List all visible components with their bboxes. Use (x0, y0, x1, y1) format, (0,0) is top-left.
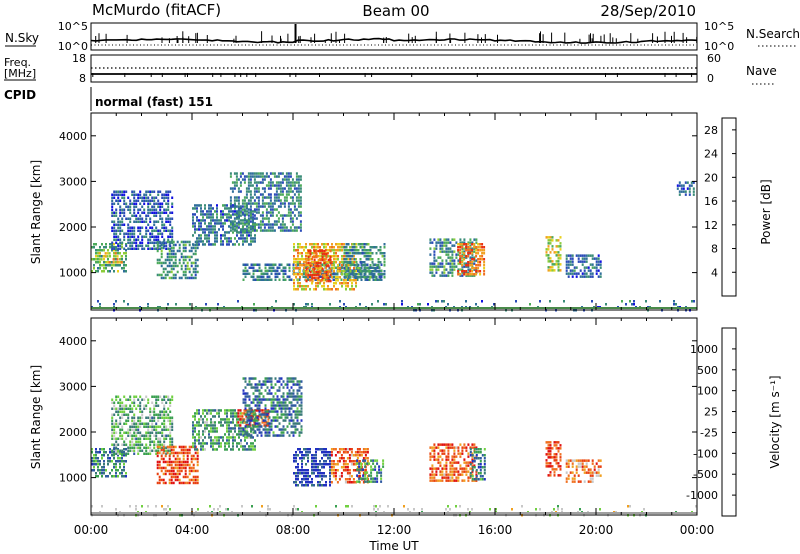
xtick-label: 20:00 (579, 523, 614, 537)
echo-region-12 (545, 236, 562, 272)
ytick-label: 1000 (59, 472, 87, 485)
echo-region-1 (111, 395, 174, 455)
colorbar-frame (721, 327, 737, 517)
echo-region-9 (429, 443, 478, 482)
colorbar-tick-label: 100 (697, 385, 718, 398)
echo-region-1 (98, 252, 123, 264)
colorbar-tick-label: 12 (704, 219, 718, 232)
colorbar-tick-label: 8 (711, 243, 718, 256)
freq-strip-frame (90, 54, 698, 83)
echo-region-3 (156, 240, 199, 280)
colorbar-tick-label: -100 (693, 447, 718, 460)
beam-title: Beam 00 (362, 2, 429, 20)
power-colorbar: 4 8 12 16 20 24 28 (704, 117, 737, 297)
nsky-tick-top: 10^5 (58, 20, 88, 33)
nsky-label: N.Sky (5, 31, 39, 45)
freq-label-line1: Freq. (4, 56, 31, 69)
colorbar-tick-label: -25 (700, 426, 718, 439)
nave-tick-bottom: 0 (707, 72, 714, 85)
nsky-tick-bottom: 10^0 (58, 40, 88, 53)
time-tick-labels: 00:00 04:00 08:00 12:00 16:00 20:00 00:00 (74, 523, 715, 537)
ytick-label: 3000 (59, 380, 87, 393)
velocity-ylabel: Slant Range [km] (29, 365, 43, 469)
colorbar-tick-label: 4 (711, 266, 718, 279)
cpid-label: CPID (4, 88, 36, 102)
echo-region-10 (469, 448, 486, 481)
colorbar-tick-label: 1000 (690, 343, 718, 356)
echo-region-6 (293, 448, 331, 487)
colorbar-tick-label: 500 (697, 364, 718, 377)
freq-tick-top: 18 (72, 52, 86, 65)
nsearch-tick-top: 10^5 (704, 20, 734, 33)
echo-region-14 (676, 181, 695, 196)
colorbar-tick-label: 28 (704, 124, 718, 137)
nsearch-label: N.Search (746, 27, 800, 41)
ytick-label: 1000 (59, 267, 87, 280)
velocity-echo-field (91, 377, 697, 517)
ytick-label: 2000 (59, 426, 87, 439)
echo-region-5 (229, 172, 302, 232)
cpid-value: normal (fast) 151 (95, 95, 213, 109)
echo-region-2 (111, 190, 174, 250)
power-axes: 1000 2000 3000 4000 (59, 113, 698, 310)
echo-region-0 (91, 448, 127, 478)
colorbar-tick-label: 16 (704, 195, 718, 208)
freq-tick-bottom: 8 (79, 72, 86, 85)
power-echo-field (91, 172, 697, 312)
nsky-line (90, 37, 698, 44)
velocity-colorbar-label: Velocity [m s⁻¹] (768, 375, 782, 468)
echo-region-11 (545, 441, 562, 477)
ytick-label: 4000 (59, 335, 87, 348)
xtick-label: 00:00 (74, 523, 109, 537)
nave-tick-top: 60 (707, 52, 721, 65)
colorbar-tick-label: 24 (704, 148, 718, 161)
station-title: McMurdo (fitACF) (92, 1, 221, 19)
colorbar-tick-label: -1000 (686, 489, 718, 502)
ytick-label: 4000 (59, 130, 87, 143)
colorbar-tick-label: -500 (693, 468, 718, 481)
colorbar-tick-label: 20 (704, 171, 718, 184)
velocity-panel-frame (90, 317, 698, 516)
power-colorbar-label: Power [dB] (759, 179, 773, 244)
echo-region-12 (565, 459, 602, 483)
power-ylabel: Slant Range [km] (29, 160, 43, 264)
echo-region-8 (356, 459, 385, 483)
freq-series (91, 67, 697, 77)
xtick-label: 12:00 (377, 523, 412, 537)
colorbar-frame (721, 117, 737, 297)
freq-label-line2: [MHz] (4, 67, 36, 80)
nsky-strip-frame (90, 22, 698, 51)
nsearch-tick-bottom: 10^0 (704, 40, 734, 53)
xtick-label: 08:00 (276, 523, 311, 537)
echo-region-11 (457, 243, 486, 276)
power-panel-frame (90, 112, 698, 311)
time-axis-label: Time UT (368, 539, 419, 553)
echo-region-2 (156, 445, 199, 485)
echo-region-10 (429, 238, 478, 277)
xtick-label: 16:00 (478, 523, 513, 537)
nave-label: Nave (746, 64, 777, 78)
date-title: 28/Sep/2010 (600, 2, 696, 20)
echo-region-5 (242, 377, 303, 437)
ytick-label: 3000 (59, 175, 87, 188)
echo-region-8 (305, 249, 332, 283)
echo-region-0 (91, 243, 127, 273)
nsky-series (90, 24, 698, 46)
xtick-label: 04:00 (175, 523, 210, 537)
echo-region-4 (192, 204, 256, 246)
velocity-axes: 1000 2000 3000 4000 (59, 318, 698, 515)
echo-region-13 (565, 254, 602, 278)
colorbar-tick-label: 25 (704, 406, 718, 419)
xtick-label: 00:00 (680, 523, 715, 537)
ytick-label: 2000 (59, 221, 87, 234)
echo-region-9 (343, 243, 386, 279)
velocity-colorbar: 1000 500 100 25 -25 -100 -500 -1000 (686, 327, 737, 517)
